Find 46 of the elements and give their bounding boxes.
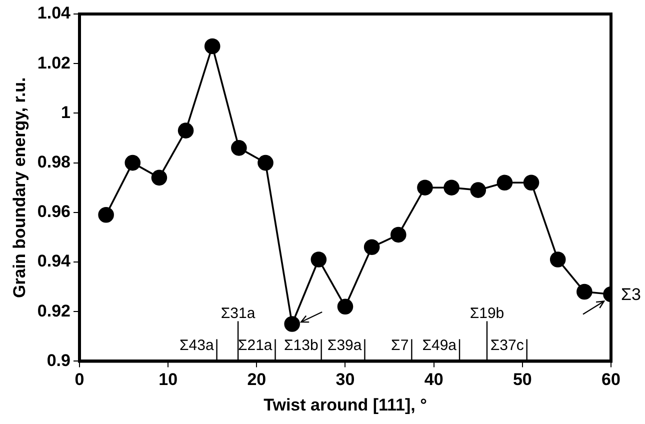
y-tick-label: 1 (61, 102, 70, 122)
point (444, 180, 460, 196)
ref-line-label: Σ39a (327, 337, 362, 354)
point (390, 226, 406, 243)
x-tick-label: 60 (602, 370, 620, 390)
point (258, 154, 274, 171)
annotation: Σ3 (621, 285, 641, 304)
y-tick-label: 0.94 (37, 252, 72, 271)
point (523, 174, 540, 191)
x-tick-label: 50 (512, 370, 532, 390)
point (470, 182, 486, 198)
point (124, 154, 141, 171)
y-tick-label: 1.02 (37, 53, 70, 72)
point (310, 252, 327, 268)
x-tick-label: 0 (74, 370, 84, 390)
point (178, 122, 194, 138)
y-tick-label: 0.96 (37, 202, 70, 222)
ref-line-label: Σ49a (422, 337, 458, 354)
y-tick-label: 0.92 (37, 301, 70, 320)
point (284, 316, 300, 332)
point (231, 140, 247, 156)
ref-line-label: Σ19b (470, 305, 504, 322)
point (337, 298, 354, 315)
x-tick-label: 40 (424, 370, 444, 390)
y-tick-label: 0.98 (37, 152, 70, 172)
ref-line-label: Σ7 (391, 337, 409, 354)
x-axis-title: Twist around [111], ° (264, 395, 428, 414)
y-axis-title: Grain boundary energy, r.u. (10, 77, 29, 298)
point (550, 252, 566, 268)
point (576, 284, 592, 300)
ref-line-label: Σ43a (179, 337, 214, 354)
point (364, 239, 380, 256)
point (417, 180, 433, 196)
point (496, 174, 513, 191)
point (98, 206, 114, 223)
ref-line-label: Σ21a (238, 337, 273, 354)
x-tick-label: 20 (247, 370, 266, 390)
x-tick-label: 30 (336, 370, 355, 390)
x-tick-label: 10 (158, 370, 178, 390)
point (151, 170, 168, 186)
y-tick-label: 1.04 (37, 4, 72, 23)
ref-line-label: Σ31a (220, 305, 256, 322)
y-tick-label: 0.9 (46, 350, 70, 370)
ref-line-label: Σ37c (490, 337, 524, 354)
ref-line-label: Σ13b (284, 337, 318, 354)
point (204, 38, 220, 54)
